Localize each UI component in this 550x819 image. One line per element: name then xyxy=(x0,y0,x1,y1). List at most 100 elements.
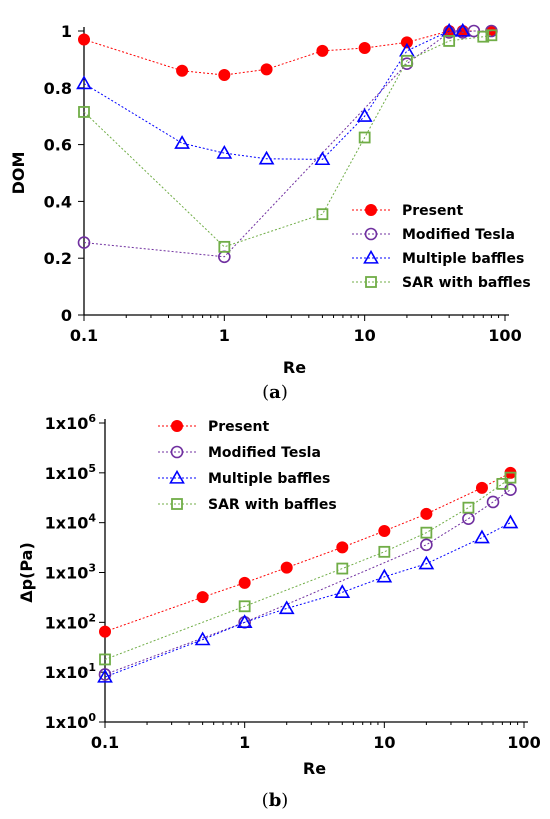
legend: Present Modified Tesla Multiple baffles SAR… xyxy=(352,203,531,291)
data-point-multiple-baffles xyxy=(502,514,519,529)
chart-a-dom-vs-re: 0.1 1 10 100 0 0.2 0.4 0.6 0.8 1 Re DOM Present Modif… xyxy=(9,22,531,403)
data-point-modified-tesla xyxy=(77,236,91,249)
data-point-present xyxy=(378,525,391,538)
y-tick-label: 0 xyxy=(61,306,72,325)
y-tick-label: 1 xyxy=(61,22,72,41)
data-point-sar-with-baffles xyxy=(99,653,111,666)
y-tick-label: 1x106 xyxy=(45,412,97,433)
data-point-modified-tesla xyxy=(420,538,433,552)
data-point-present xyxy=(358,42,371,55)
data-point-multiple-baffles xyxy=(216,145,233,159)
caption-paren-close: ) xyxy=(281,382,288,403)
data-point-sar-with-baffles xyxy=(358,131,371,144)
chart-b-pressure-drop-vs-re: 0.1 1 10 1001x1001x1011x1021x1031x1041x1051… xyxy=(17,412,541,811)
series-multiple-baffles xyxy=(76,22,471,166)
subfigure-caption: (b) xyxy=(262,790,289,811)
y-axis-label: Δp(Pa) xyxy=(17,542,36,603)
y-tick-base: 1x10 xyxy=(45,564,89,583)
x-tick-label: 100 xyxy=(507,733,540,752)
series-line-multiple-baffles xyxy=(83,30,463,160)
data-point-present xyxy=(400,36,413,49)
legend-marker-modified-tesla xyxy=(364,227,378,241)
x-tick-label: 10 xyxy=(373,733,395,752)
data-point-present xyxy=(475,481,488,494)
legend-marker-multiple-baffles xyxy=(363,249,379,264)
data-point-multiple-baffles xyxy=(376,568,393,583)
series-sar-with-baffles xyxy=(99,471,517,666)
data-point-present xyxy=(316,44,329,57)
data-point-present xyxy=(336,541,349,554)
legend-label-multiple-baffles: Multiple baffles xyxy=(208,471,330,487)
legend-label-multiple-baffles: Multiple baffles xyxy=(402,251,524,267)
x-tick-label: 0.1 xyxy=(91,733,119,752)
data-point-sar-with-baffles xyxy=(504,471,517,484)
y-tick-exponent: 5 xyxy=(88,462,96,475)
y-axis-label: DOM xyxy=(9,152,28,195)
y-tick-label: 1x103 xyxy=(45,562,96,583)
data-point-multiple-baffles xyxy=(454,22,471,37)
legend-label-modified-tesla: Modified Tesla xyxy=(402,227,515,243)
data-point-modified-tesla xyxy=(442,26,456,39)
series-multiple-baffles xyxy=(97,514,519,683)
data-point-multiple-baffles xyxy=(174,135,190,149)
legend-label-present: Present xyxy=(208,419,269,435)
y-tick-label: 0.8 xyxy=(44,79,72,98)
x-tick-label: 100 xyxy=(488,326,521,345)
y-tick-base: 1x10 xyxy=(45,464,89,483)
data-point-modified-tesla xyxy=(486,495,500,509)
data-point-multiple-baffles xyxy=(76,75,92,90)
data-point-sar-with-baffles xyxy=(78,106,90,118)
y-tick-label: 0.2 xyxy=(44,249,72,268)
data-point-sar-with-baffles xyxy=(477,30,490,43)
data-point-sar-with-baffles xyxy=(462,501,475,514)
data-point-sar-with-baffles xyxy=(401,54,413,67)
data-point-sar-with-baffles xyxy=(238,600,251,613)
caption-paren-open: ( xyxy=(262,790,269,811)
caption-letter: a xyxy=(269,382,281,403)
x-tick-label: 1 xyxy=(239,733,250,752)
y-tick-base: 1x10 xyxy=(45,514,89,533)
data-point-multiple-baffles xyxy=(314,151,331,166)
series-present xyxy=(99,466,517,638)
x-tick-label: 1 xyxy=(219,326,230,345)
data-point-multiple-baffles xyxy=(356,108,373,122)
data-point-present xyxy=(218,69,231,82)
series-line-modified-tesla xyxy=(104,489,511,675)
legend-label-present: Present xyxy=(402,203,463,219)
legend-marker-sar-with-baffles xyxy=(365,276,377,288)
y-tick-base: 1x10 xyxy=(45,713,89,732)
data-point-multiple-baffles xyxy=(474,529,490,544)
data-point-multiple-baffles xyxy=(278,600,295,615)
y-tick-label: 1x100 xyxy=(45,711,97,732)
x-tick-label: 10 xyxy=(354,326,376,345)
series-line-modified-tesla xyxy=(83,30,492,258)
data-point-multiple-baffles xyxy=(97,668,113,683)
data-point-sar-with-baffles xyxy=(218,240,231,253)
y-tick-exponent: 0 xyxy=(88,711,96,724)
data-point-present xyxy=(196,591,209,604)
data-point-sar-with-baffles xyxy=(496,477,509,490)
data-point-present xyxy=(176,64,189,77)
series-line-present xyxy=(83,30,492,76)
data-point-present xyxy=(238,576,251,589)
data-point-sar-with-baffles xyxy=(336,562,349,575)
y-tick-base: 1x10 xyxy=(45,613,89,632)
data-point-sar-with-baffles xyxy=(316,208,329,221)
y-tick-label: 1x102 xyxy=(45,611,96,632)
legend-marker-sar-with-baffles xyxy=(171,498,183,510)
y-tick-label: 1x101 xyxy=(45,661,96,682)
data-point-multiple-baffles xyxy=(236,614,253,629)
legend-marker-modified-tesla xyxy=(170,445,184,459)
y-tick-label: 0.6 xyxy=(44,136,72,155)
subfigure-caption: (a) xyxy=(262,382,288,403)
y-tick-exponent: 3 xyxy=(88,562,96,575)
data-point-sar-with-baffles xyxy=(443,35,456,47)
y-tick-exponent: 1 xyxy=(88,661,96,674)
series-line-multiple-baffles xyxy=(104,522,511,678)
y-tick-label: 0.4 xyxy=(44,192,72,211)
caption-letter: b xyxy=(269,790,282,811)
legend-label-sar-with-baffles: SAR with baffles xyxy=(402,275,531,291)
series-sar-with-baffles xyxy=(78,29,498,253)
x-tick-label: 0.1 xyxy=(70,326,98,345)
